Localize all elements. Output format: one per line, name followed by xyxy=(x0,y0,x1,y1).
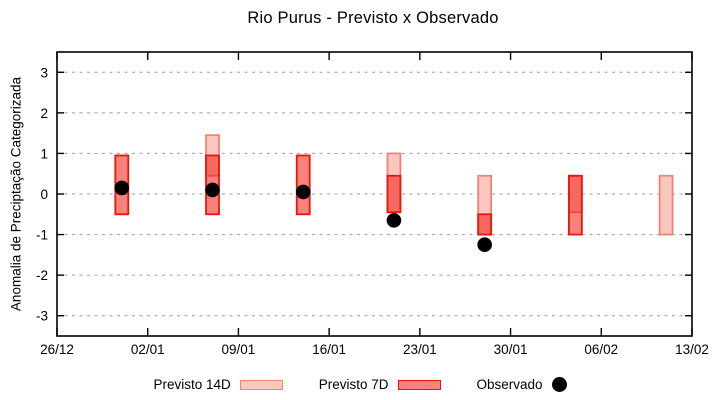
previsto-7d-swatch xyxy=(397,379,441,390)
previsto-7d-bar xyxy=(386,174,402,214)
observado-dot xyxy=(114,180,130,196)
x-tick-label: 16/01 xyxy=(312,342,346,357)
x-tick-label: 23/01 xyxy=(403,342,437,357)
legend-label-previsto-7d: Previsto 7D xyxy=(318,377,389,392)
x-tick-label: 13/02 xyxy=(675,342,709,357)
previsto-7d-bar xyxy=(567,174,583,236)
previsto-14d-swatch xyxy=(239,379,283,390)
previsto-7d-bar xyxy=(477,213,493,236)
x-tick-label: 26/12 xyxy=(40,342,74,357)
x-tick-label: 06/02 xyxy=(584,342,618,357)
legend: Previsto 14D Previsto 7D Observado xyxy=(0,377,720,392)
observado-dot xyxy=(386,213,402,228)
x-tick-label: 02/01 xyxy=(131,342,165,357)
legend-label-previsto-14d: Previsto 14D xyxy=(153,377,231,392)
observado-dot xyxy=(295,184,311,200)
x-tick-label: 30/01 xyxy=(494,342,528,357)
y-tick-label: 3 xyxy=(40,65,48,80)
y-tick-label: -3 xyxy=(36,309,48,324)
legend-item-previsto-14d: Previsto 14D xyxy=(153,377,283,392)
y-tick-label: -1 xyxy=(36,228,48,243)
y-tick-label: 2 xyxy=(40,106,48,121)
chart-title: Rio Purus - Previsto x Observado xyxy=(247,9,499,27)
legend-item-previsto-7d: Previsto 7D xyxy=(319,377,441,392)
legend-item-observado: Observado xyxy=(477,377,567,392)
y-tick-label: 1 xyxy=(40,146,48,161)
legend-label-observado: Observado xyxy=(476,377,543,392)
observado-dot xyxy=(477,237,492,253)
x-tick-label: 09/01 xyxy=(222,342,256,357)
y-tick-label: 0 xyxy=(40,187,48,202)
previsto-14d-bar xyxy=(658,174,674,236)
observado-dot-swatch xyxy=(551,377,567,392)
observado-dot xyxy=(205,182,220,198)
y-tick-label: -2 xyxy=(36,268,48,283)
